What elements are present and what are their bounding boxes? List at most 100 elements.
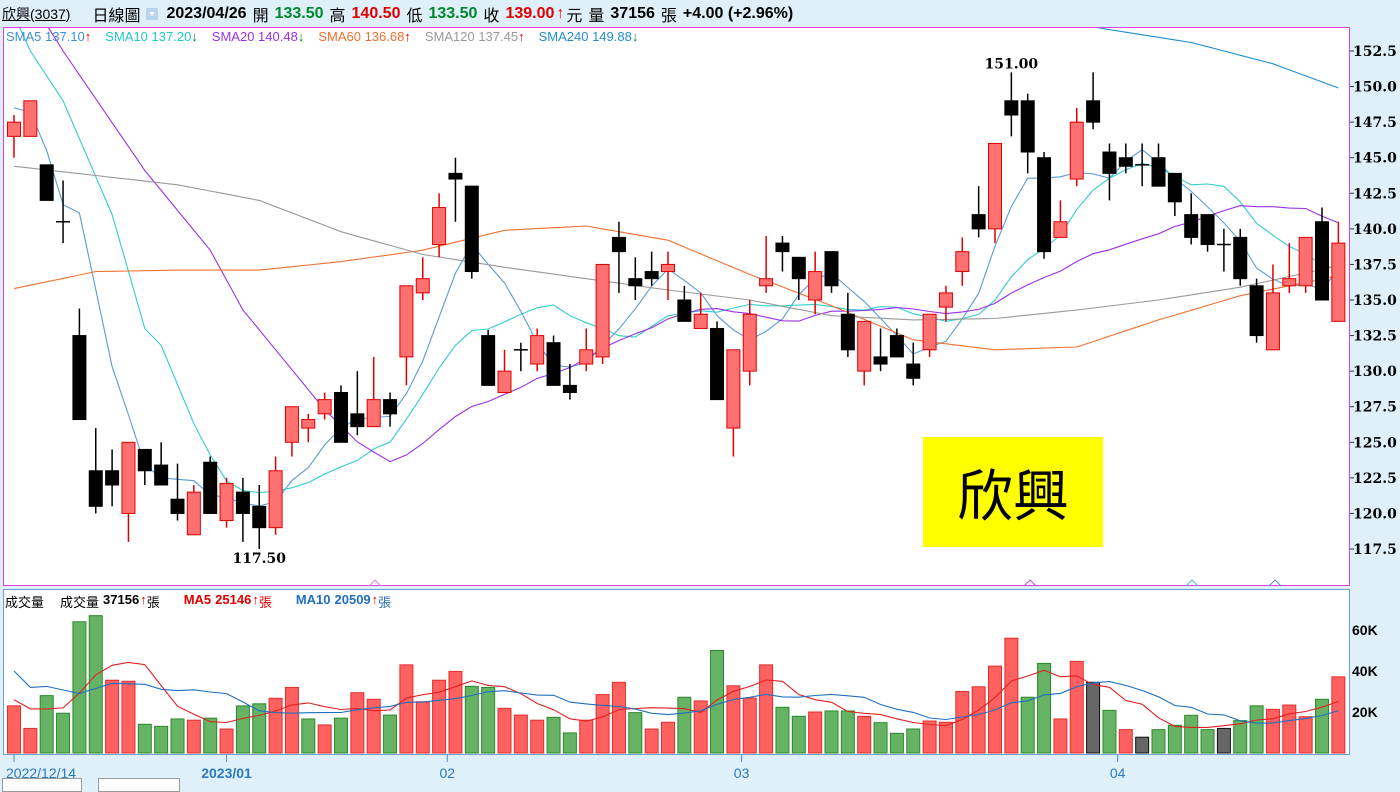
candle-body <box>317 399 332 415</box>
period-dropdown-icon[interactable] <box>146 7 159 20</box>
volume-bar <box>432 679 447 754</box>
price-tick-label: 130.0 <box>1353 364 1397 380</box>
candle <box>775 235 790 272</box>
candle <box>235 477 250 542</box>
price-tick-label: 125.0 <box>1353 435 1397 451</box>
candle <box>219 477 234 528</box>
candle-body <box>334 391 348 443</box>
volume-bar <box>840 710 855 754</box>
volume-bar <box>579 719 594 754</box>
volume-bar <box>464 685 479 754</box>
volume-bar <box>1167 724 1182 754</box>
candle-body <box>889 335 904 358</box>
candle <box>611 221 626 293</box>
candle <box>1265 264 1280 351</box>
candle <box>840 292 855 357</box>
ma-legend-label: SMA20 <box>211 29 259 44</box>
volume-bar <box>1118 729 1133 754</box>
x-axis-label: 02 <box>439 765 455 781</box>
candle <box>105 449 120 507</box>
volume-bar <box>530 719 545 754</box>
candle <box>513 342 528 372</box>
volume-bar <box>1102 709 1117 754</box>
price-tick-label: 152.5 <box>1353 44 1397 60</box>
candle-body <box>415 278 430 294</box>
candle <box>1069 107 1084 187</box>
candle <box>1135 143 1150 187</box>
candle-body <box>1037 157 1052 253</box>
candle <box>170 463 185 521</box>
candle-body <box>252 505 267 529</box>
candle-body <box>1167 172 1182 203</box>
volume-bar <box>1282 704 1297 754</box>
candle <box>497 349 512 393</box>
volume-panel[interactable] <box>3 589 1350 755</box>
volume-bar <box>88 615 103 754</box>
ma-line-sma240 <box>1096 28 1339 89</box>
volume-bar <box>595 694 610 754</box>
bottom-input-2[interactable] <box>98 778 180 792</box>
high-value: 140.50 <box>351 4 401 22</box>
ma-legend-label: SMA240 <box>538 29 593 44</box>
ma-legend-label: SMA120 <box>424 29 479 44</box>
candle <box>644 251 659 286</box>
candle <box>72 308 87 421</box>
volume-plot <box>7 615 1346 754</box>
volume-bar <box>562 732 577 754</box>
candle <box>415 257 430 301</box>
candle <box>628 257 643 301</box>
volume-bar <box>235 705 250 754</box>
candle <box>350 371 365 436</box>
currency-label: 元 <box>566 7 583 25</box>
close-label: 收 <box>483 7 500 25</box>
ma-legend-label: SMA60 <box>318 29 365 44</box>
candle-body <box>1298 236 1313 287</box>
ma-legend-sma240: SMA240 149.88↓ <box>539 29 639 44</box>
candle-body <box>595 263 610 358</box>
candle-body <box>203 461 218 514</box>
candle-body <box>579 349 594 365</box>
candle <box>1151 143 1166 187</box>
candle <box>955 237 970 286</box>
x-axis-label: 04 <box>1110 765 1126 781</box>
ma10-legend-unit: 張 <box>378 595 392 610</box>
ma-legend-label: SMA5 <box>6 29 46 44</box>
candle <box>317 392 332 420</box>
candle <box>154 442 169 486</box>
candle <box>1118 143 1133 174</box>
candle-body <box>677 299 692 322</box>
volume-bar <box>170 718 185 754</box>
candle <box>268 456 283 535</box>
candle-body <box>922 313 937 351</box>
candle <box>448 157 463 222</box>
candle-body <box>824 251 839 287</box>
ma10-legend-value: 20509 <box>334 592 371 607</box>
volume-bar <box>759 664 774 754</box>
candle-body <box>906 363 921 379</box>
volume-bar <box>546 716 561 754</box>
candle-body <box>1086 100 1101 123</box>
candle <box>824 251 839 293</box>
stock-name[interactable]: 欣興(3037) <box>2 5 71 22</box>
volume-bar <box>334 717 348 754</box>
ma-legend-sma5: SMA5 137.10↑ <box>6 29 91 44</box>
volume-bar <box>105 679 120 754</box>
volume-bar <box>154 725 169 754</box>
price-tick-label: 147.5 <box>1353 115 1397 131</box>
candle <box>252 484 267 550</box>
candle-body <box>546 342 561 386</box>
volume-bar <box>938 721 953 754</box>
volume-bar <box>791 715 806 754</box>
candle <box>742 300 757 386</box>
ma-legend-value: 137.10 <box>45 29 85 44</box>
candle <box>186 484 201 536</box>
volume-bar <box>72 621 87 754</box>
open-value: 133.50 <box>274 4 324 22</box>
volume-bar <box>415 701 430 754</box>
bottom-input-1[interactable] <box>2 778 82 792</box>
candle-body <box>432 207 447 246</box>
candle-body <box>873 356 888 365</box>
candle-body <box>840 313 855 351</box>
candle <box>334 385 348 443</box>
candle-body <box>562 384 577 393</box>
